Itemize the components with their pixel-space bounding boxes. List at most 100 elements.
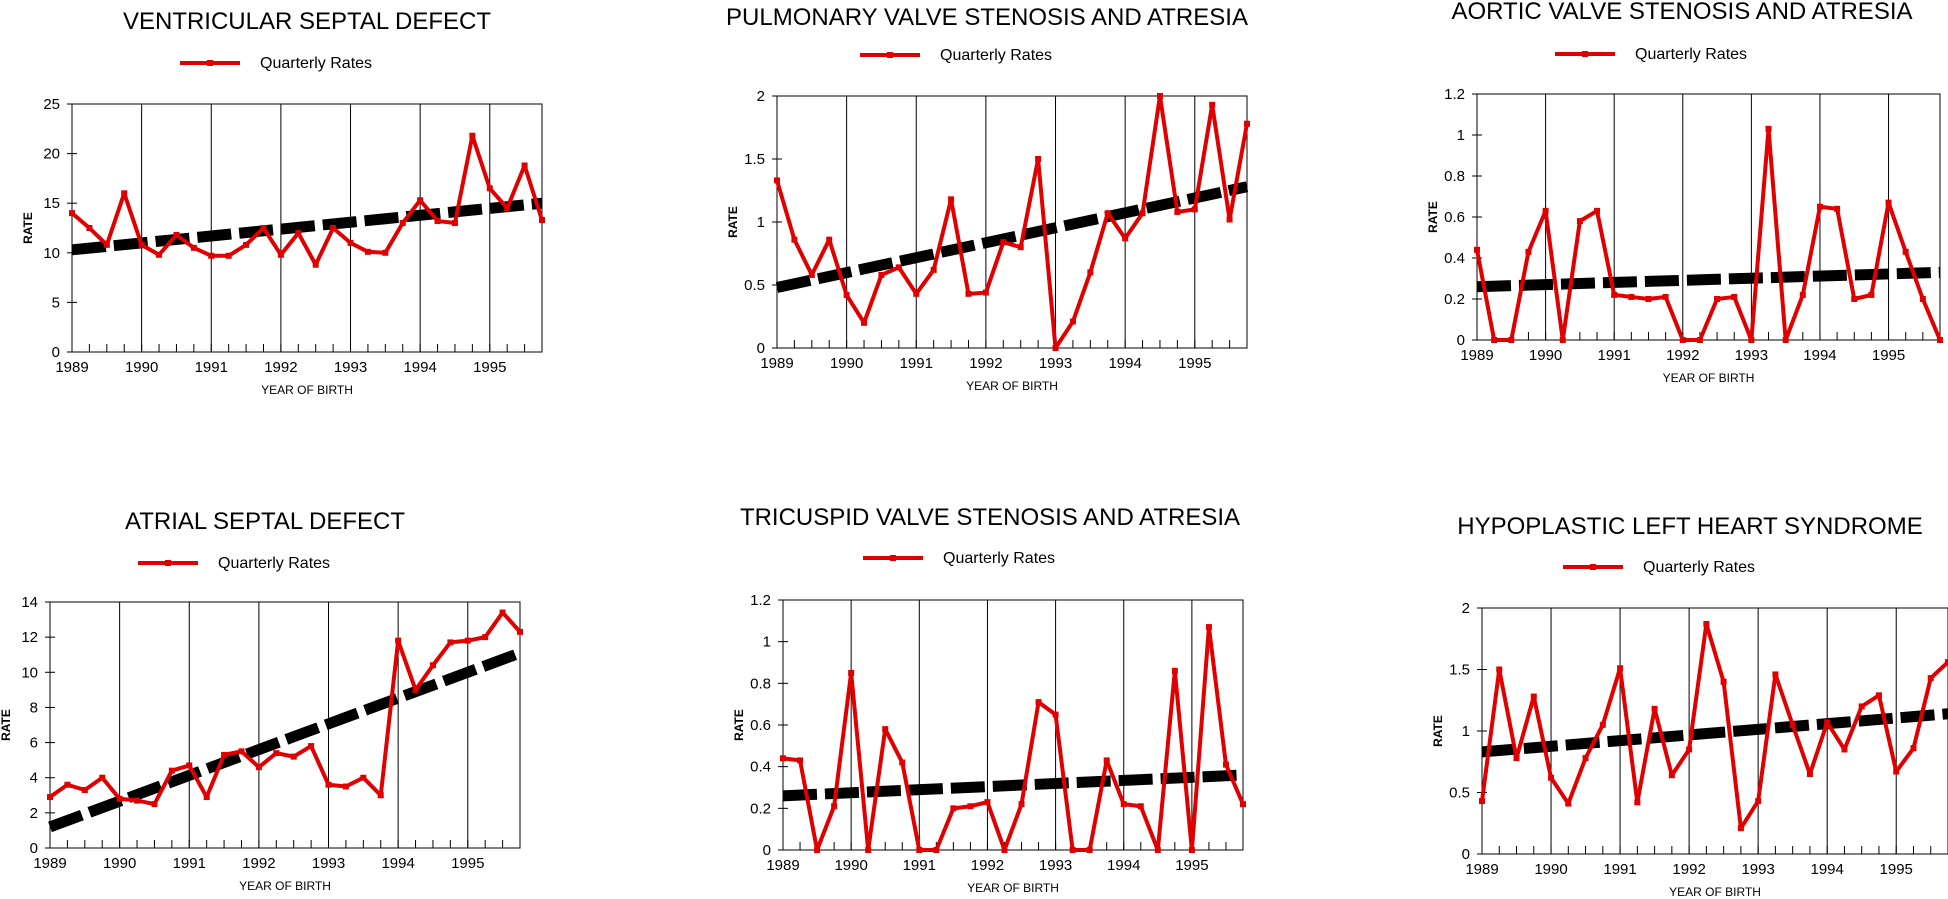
data-point [469,132,476,139]
data-point [930,266,937,273]
trend-line [1481,708,1948,758]
x-tick-label: 1995 [1178,355,1211,372]
x-tick-label: 1989 [1465,861,1498,878]
y-axis-label: RATE [0,709,13,741]
data-point [1548,774,1555,781]
y-tick-label: 0 [1462,846,1470,863]
legend-label: Quarterly Rates [218,555,330,572]
y-tick-label: 2 [1462,600,1470,617]
series-line-quarterly-rates [1475,126,1942,342]
trend-line [782,769,1244,802]
x-tick-label: 1991 [1597,347,1630,364]
x-axis-label: YEAR OF BIRTH [261,383,353,397]
data-point [1858,703,1865,710]
data-point [190,244,197,251]
data-point [99,774,106,781]
data-point [1868,291,1875,298]
data-point [395,637,402,644]
data-point [1052,711,1059,718]
data-point [1737,825,1744,832]
y-tick-label: 2 [757,88,765,105]
chart-panel-1: VENTRICULAR SEPTAL DEFECT Quarterly Rates… [0,0,560,430]
data-point [1772,671,1779,678]
data-point [1582,755,1589,762]
data-point [1782,337,1789,343]
data-point [1542,207,1549,214]
data-point [451,220,458,227]
data-point [1122,235,1129,242]
y-tick-label: 1.5 [744,151,765,168]
data-point [255,764,262,771]
x-tick-label: 1992 [1666,347,1699,364]
data-point [1559,337,1566,343]
y-tick-label: 10 [43,245,60,262]
data-point [434,218,441,225]
data-point [325,781,332,788]
y-tick-label: 0.4 [1444,250,1465,267]
data-point [1139,210,1146,217]
series-line-quarterly-rates [70,133,544,267]
data-point [1576,218,1583,225]
data-point [843,292,850,299]
chart-title: VENTRICULAR SEPTAL DEFECT [123,8,491,35]
x-tick-label: 1995 [1872,347,1905,364]
x-tick-label: 1990 [103,855,136,872]
chart-panel-3: AORTIC VALVE STENOSIS AND ATRESIA Quarter… [1360,0,1948,430]
x-tick-label: 1989 [55,359,88,376]
chart-title: PULMONARY VALVE STENOSIS AND ATRESIA [726,4,1248,31]
chart-4: ATRIAL SEPTAL DEFECT Quarterly Rates 1989 1… [0,508,523,893]
x-tick-label: 1992 [1672,861,1705,878]
data-point [916,847,923,853]
y-axis-label: RATE [1426,201,1440,233]
data-point [1611,291,1618,298]
x-tick-label: 1991 [173,855,206,872]
data-point [1834,205,1841,212]
data-point [1668,772,1675,779]
data-point [1565,800,1572,807]
data-point [1910,745,1917,752]
legend-swatch-marker [165,560,171,566]
y-tick-label: 4 [30,770,38,787]
x-axis-label: YEAR OF BIRTH [1663,371,1755,385]
data-point [360,774,367,781]
chart-title: ATRIAL SEPTAL DEFECT [125,508,405,535]
data-point [225,252,232,259]
data-point [103,241,110,248]
x-tick-label: 1993 [312,855,345,872]
data-point [1893,768,1900,775]
data-point [447,639,454,646]
data-point [1875,692,1882,699]
legend-swatch-marker [207,60,213,66]
data-point [156,251,163,258]
data-point [1069,847,1076,853]
x-tick-label: 1991 [900,355,933,372]
data-point [1069,318,1076,325]
data-point [950,805,957,812]
x-tick-label: 1993 [1039,857,1072,874]
plot-frame [49,601,521,849]
y-tick-label: 1.2 [750,592,771,609]
data-point [1174,208,1181,215]
data-point [1806,771,1813,778]
x-tick-label: 1989 [33,855,66,872]
data-point [774,177,780,184]
x-tick-label: 1994 [381,855,414,872]
data-point [1679,337,1686,343]
series-line-quarterly-rates [1480,621,1948,831]
data-point [791,236,798,243]
data-point [1720,678,1727,685]
x-tick-label: 1992 [971,857,1004,874]
x-axis-label: YEAR OF BIRTH [239,879,331,893]
x-tick-label: 1991 [195,359,228,376]
trend-line [71,197,543,256]
y-tick-label: 0 [1457,332,1465,349]
data-point [797,757,804,764]
data-point [1617,665,1624,672]
x-tick-label: 1993 [1741,861,1774,878]
data-point [1017,244,1024,251]
data-point [1634,799,1641,806]
data-point [429,662,436,669]
data-point [221,751,228,758]
data-point [295,229,302,236]
x-tick-label: 1990 [1534,861,1567,878]
